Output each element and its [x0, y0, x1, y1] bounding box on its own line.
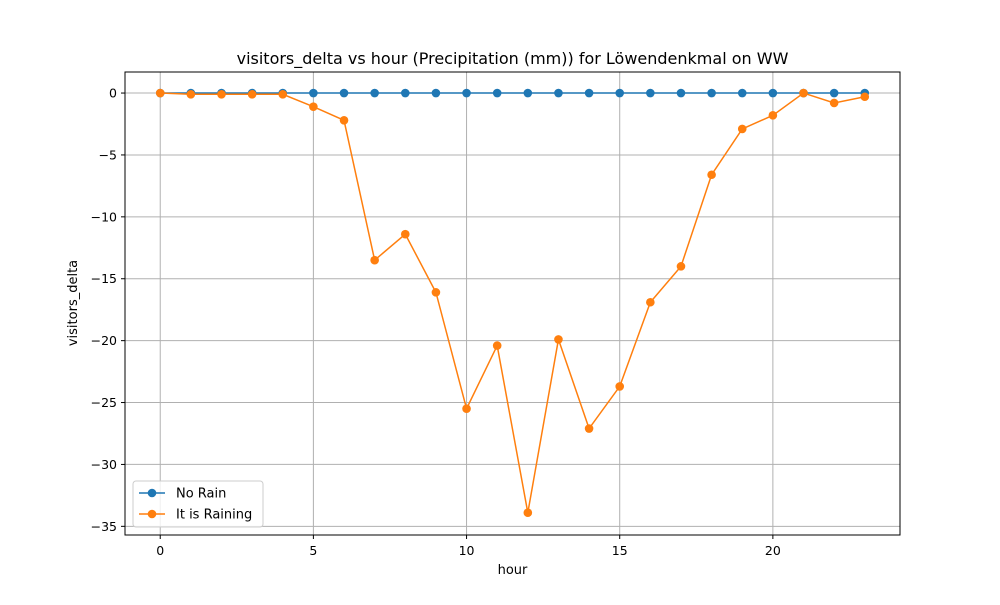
data-point — [584, 424, 594, 433]
x-tick-label: 20 — [765, 543, 781, 558]
data-point — [462, 88, 471, 98]
data-point — [339, 88, 349, 98]
data-point — [737, 124, 747, 134]
data-point — [646, 88, 655, 98]
data-point — [492, 88, 502, 98]
y-tick-label: −25 — [91, 395, 117, 410]
x-tick-label: 0 — [156, 543, 164, 558]
data-point — [523, 88, 533, 98]
axes-frame — [124, 71, 901, 536]
legend: No Rain It is Raining — [132, 480, 264, 528]
data-point — [676, 88, 686, 98]
grid — [125, 72, 900, 535]
y-tick-label: −35 — [91, 519, 117, 534]
data-point — [829, 98, 839, 108]
data-point — [829, 88, 839, 98]
data-point — [707, 170, 716, 180]
y-tick-label: −10 — [91, 209, 117, 224]
data-point — [615, 382, 625, 391]
x-tick-label: 5 — [309, 543, 317, 558]
series-no-rain — [155, 88, 870, 98]
data-point — [431, 288, 441, 297]
data-point — [431, 88, 441, 98]
data-point — [584, 88, 594, 98]
axis-ticks: 0 5 10 15 20 0 −5 −10 −15 −20 −25 −30 −35 — [91, 86, 781, 558]
data-point — [768, 111, 778, 120]
data-point — [370, 88, 379, 98]
series-line — [160, 92, 865, 513]
legend-item: It is Raining — [139, 508, 252, 523]
data-point — [309, 102, 318, 111]
data-point — [339, 115, 349, 125]
legend-marker — [147, 509, 157, 519]
x-tick-label: 10 — [459, 543, 475, 558]
y-tick-label: −5 — [99, 147, 117, 162]
data-point — [217, 89, 226, 99]
data-point — [400, 88, 410, 98]
data-point — [554, 335, 563, 344]
x-axis-label: hour — [498, 563, 528, 578]
data-point — [768, 88, 778, 98]
y-axis-label: visitors_delta — [66, 260, 81, 346]
data-point — [309, 88, 318, 98]
data-point — [492, 341, 502, 350]
series-it-is-raining — [155, 88, 870, 518]
y-tick-label: −15 — [91, 271, 117, 286]
data-point — [462, 404, 471, 414]
legend-box — [132, 480, 264, 528]
legend-marker — [147, 488, 157, 498]
data-point — [860, 92, 870, 102]
data-point — [155, 88, 165, 98]
plot-area — [155, 88, 870, 518]
data-point — [554, 88, 563, 98]
data-point — [370, 255, 379, 265]
data-point — [737, 88, 747, 98]
data-point — [247, 89, 257, 99]
legend-label: No Rain — [176, 487, 226, 502]
y-tick-label: −20 — [91, 333, 117, 348]
data-point — [523, 508, 533, 518]
data-point — [186, 89, 196, 99]
legend-item: No Rain — [139, 487, 226, 502]
data-point — [615, 88, 625, 98]
legend-label: It is Raining — [176, 508, 252, 523]
data-point — [278, 89, 288, 99]
data-point — [400, 229, 410, 239]
y-tick-label: −30 — [91, 457, 117, 472]
x-tick-label: 15 — [612, 543, 628, 558]
y-tick-label: 0 — [109, 86, 117, 101]
chart-title: visitors_delta vs hour (Precipitation (m… — [237, 49, 789, 69]
data-point — [646, 297, 655, 307]
data-point — [707, 88, 716, 98]
data-point — [799, 88, 808, 98]
data-point — [676, 262, 686, 271]
